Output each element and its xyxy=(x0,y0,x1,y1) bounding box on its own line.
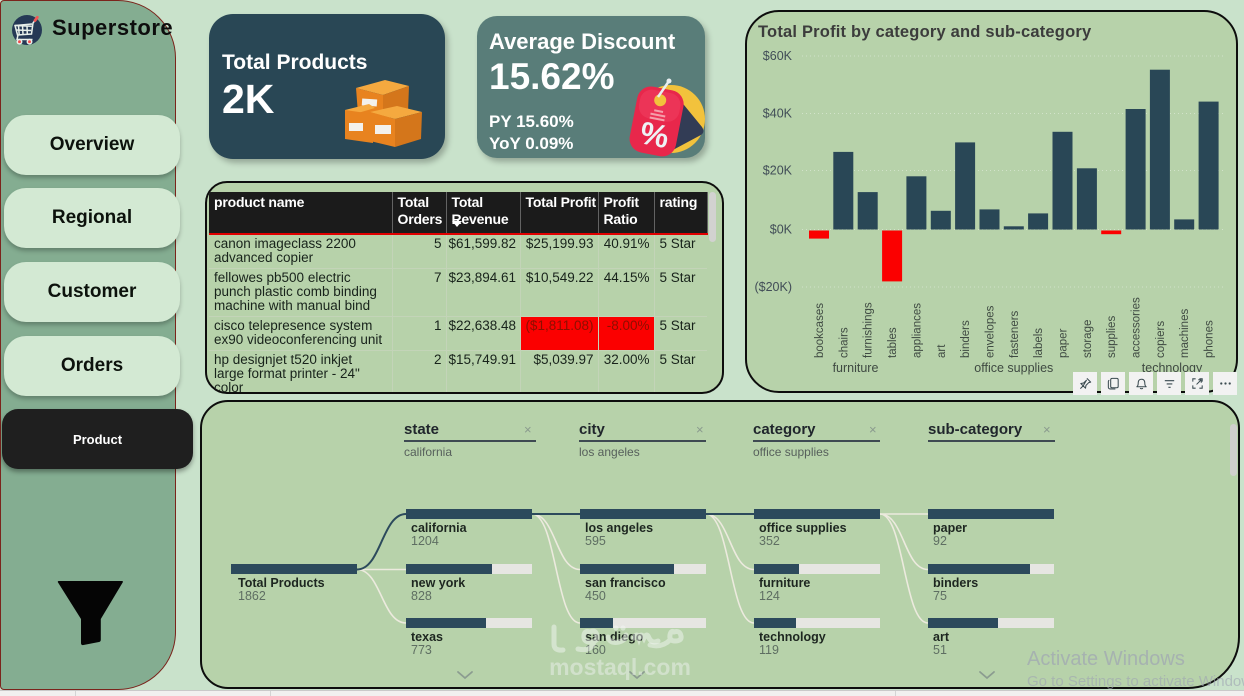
svg-text:furniture: furniture xyxy=(833,361,879,375)
svg-text:labels: labels xyxy=(1033,328,1045,358)
svg-text:art: art xyxy=(936,344,948,358)
svg-text:accessories: accessories xyxy=(1131,297,1143,358)
svg-text:$0K: $0K xyxy=(770,223,793,237)
svg-text:copiers: copiers xyxy=(1155,321,1167,358)
svg-text:fasteners: fasteners xyxy=(1009,310,1021,358)
svg-text:($20K): ($20K) xyxy=(754,280,792,294)
svg-text:supplies: supplies xyxy=(1106,316,1118,358)
svg-text:$40K: $40K xyxy=(763,107,793,121)
svg-text:technology: technology xyxy=(1142,361,1203,375)
svg-text:$60K: $60K xyxy=(763,49,793,63)
svg-text:chairs: chairs xyxy=(838,327,850,358)
svg-text:binders: binders xyxy=(960,320,972,358)
svg-text:bookcases: bookcases xyxy=(814,303,826,358)
svg-text:furnishings: furnishings xyxy=(863,302,875,358)
svg-text:%: % xyxy=(637,114,672,155)
svg-text:storage: storage xyxy=(1082,320,1094,358)
svg-text:tables: tables xyxy=(887,327,899,358)
svg-text:appliances: appliances xyxy=(911,303,923,358)
svg-text:office supplies: office supplies xyxy=(974,361,1053,375)
svg-text:phones: phones xyxy=(1204,320,1216,358)
svg-text:$20K: $20K xyxy=(763,164,793,178)
svg-text:paper: paper xyxy=(1058,328,1070,358)
svg-text:machines: machines xyxy=(1179,309,1191,358)
svg-text:envelopes: envelopes xyxy=(985,305,997,358)
